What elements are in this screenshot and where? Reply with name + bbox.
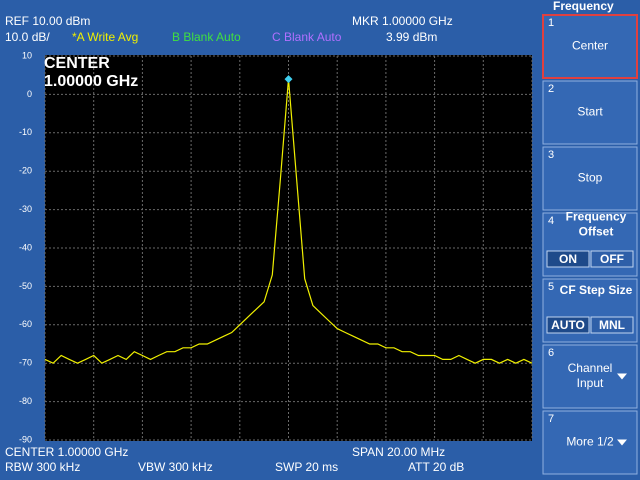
span: SPAN 20.00 MHz (352, 445, 445, 459)
marker-frequency: MKR 1.00000 GHz (352, 14, 453, 28)
softkey-label: Frequency (566, 210, 627, 224)
menu-title: Frequency (553, 0, 614, 13)
option-button[interactable] (546, 250, 590, 268)
y-tick-label: -70 (19, 358, 32, 368)
softkey-label: Input (577, 376, 604, 390)
y-tick-label: -90 (19, 434, 32, 444)
softkey-number: 7 (548, 413, 554, 425)
option-label: MNL (599, 318, 625, 332)
y-tick-label: 10 (22, 50, 32, 60)
y-tick-label: -30 (19, 204, 32, 214)
y-tick-label: -40 (19, 242, 32, 252)
y-tick-label: -50 (19, 281, 32, 291)
softkey[interactable] (542, 14, 638, 79)
option-label: AUTO (551, 318, 585, 332)
y-tick-label: -20 (19, 166, 32, 176)
option-label: OFF (600, 252, 624, 266)
softkey[interactable] (542, 146, 638, 211)
vbw: VBW 300 kHz (138, 460, 213, 474)
center-frequency: CENTER 1.00000 GHz (5, 445, 128, 459)
submenu-arrow (617, 439, 627, 446)
softkey-label: Stop (578, 171, 603, 185)
y-tick-label: 0 (27, 89, 32, 99)
softkey-label: Center (572, 39, 608, 53)
softkey-number: 1 (548, 17, 554, 29)
softkey-label: CF Step Size (560, 283, 633, 297)
softkey-label: Offset (579, 225, 614, 239)
softkey-number: 6 (548, 347, 554, 359)
trace-c-status: C Blank Auto (272, 30, 342, 44)
trace-b-status: B Blank Auto (172, 30, 241, 44)
option-label: ON (559, 252, 577, 266)
softkey-number: 4 (548, 215, 554, 227)
softkey-label: Start (577, 105, 603, 119)
y-tick-label: -10 (19, 127, 32, 137)
option-button[interactable] (590, 316, 634, 334)
y-tick-label: -60 (19, 319, 32, 329)
submenu-arrow (617, 373, 627, 380)
softkey-number: 3 (548, 149, 554, 161)
overlay-line: CENTER (44, 55, 110, 72)
softkey-number: 2 (548, 83, 554, 95)
y-tick-label: -80 (19, 396, 32, 406)
scale: 10.0 dB/ (5, 30, 50, 44)
softkey-number: 5 (548, 281, 554, 293)
option-button[interactable] (546, 316, 590, 334)
overlay-line: 1.00000 GHz (44, 73, 138, 90)
softkey-label: Channel (568, 361, 613, 375)
softkey[interactable] (542, 80, 638, 145)
ref-level: REF 10.00 dBm (5, 14, 90, 28)
trace-a-status: *A Write Avg (72, 30, 138, 44)
rbw: RBW 300 kHz (5, 460, 80, 474)
softkey-label: More 1/2 (566, 435, 614, 449)
attenuation: ATT 20 dB (408, 460, 464, 474)
sweep-time: SWP 20 ms (275, 460, 338, 474)
option-button[interactable] (590, 250, 634, 268)
marker-level: 3.99 dBm (386, 30, 437, 44)
marker (284, 75, 293, 84)
